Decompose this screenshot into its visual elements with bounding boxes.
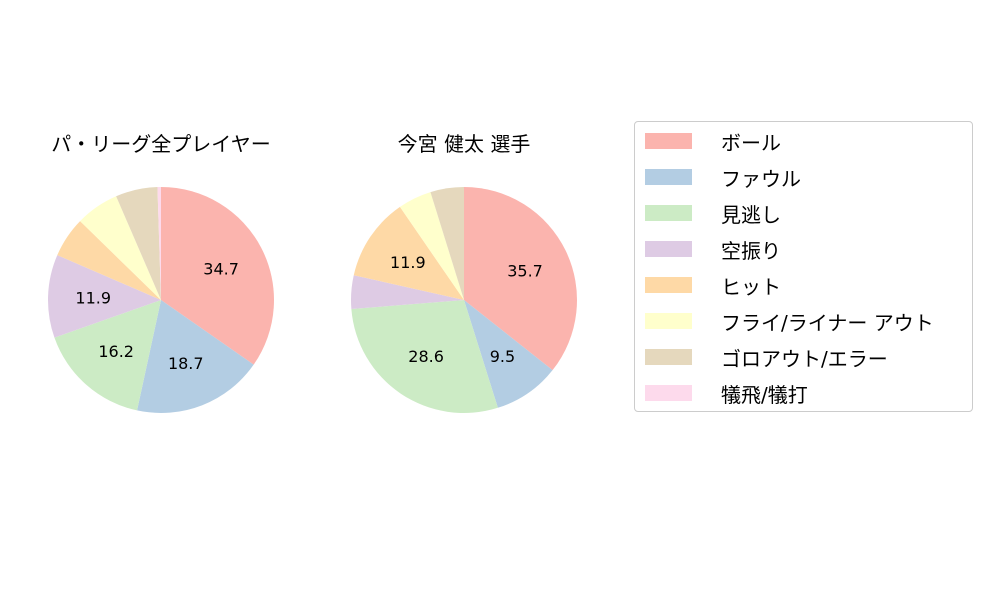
legend-swatch	[645, 241, 692, 257]
legend-item-foul: ファウル	[645, 167, 801, 191]
legend-item-sacrifice: 犠飛/犠打	[645, 383, 808, 407]
legend: ボール ファウル 見逃し 空振り ヒット フライ/ライナー アウト ゴロアウト/…	[634, 121, 973, 412]
legend-swatch	[645, 205, 692, 221]
slice-value-label: 35.7	[507, 261, 543, 280]
legend-swatch	[645, 349, 692, 365]
pie-chart-player: 35.7 9.5 28.6 11.9	[351, 187, 577, 413]
pie-slice	[57, 221, 161, 300]
pie-slice	[464, 187, 577, 371]
legend-label: フライ/ライナー アウト	[721, 310, 934, 335]
pie-slice	[351, 300, 498, 413]
pie-slice	[161, 187, 274, 365]
pie-slice	[116, 187, 161, 300]
legend-item-ground-out: ゴロアウト/エラー	[645, 347, 888, 371]
slice-value-label: 28.6	[408, 347, 444, 366]
pie-slice	[430, 187, 464, 300]
legend-swatch	[645, 169, 692, 185]
slice-value-label: 11.9	[390, 253, 426, 272]
legend-item-hit: ヒット	[645, 275, 781, 299]
legend-label: ファウル	[721, 166, 801, 191]
legend-item-fly-out: フライ/ライナー アウト	[645, 311, 934, 335]
slice-value-label: 16.2	[98, 342, 134, 361]
slice-value-label: 9.5	[490, 347, 515, 366]
legend-swatch	[645, 313, 692, 329]
slice-value-label: 34.7	[203, 260, 239, 279]
legend-label: 空振り	[721, 238, 781, 263]
legend-swatch	[645, 133, 692, 149]
legend-label: ボール	[721, 130, 781, 155]
pie-slice	[54, 300, 161, 411]
pie-slice	[137, 300, 254, 413]
pie-slice	[80, 196, 161, 300]
pie-slice	[399, 192, 464, 300]
legend-swatch	[645, 277, 692, 293]
legend-item-called-strike: 見逃し	[645, 203, 781, 227]
pie-slice	[464, 300, 553, 408]
pie-slice	[47, 255, 161, 338]
legend-label: ゴロアウト/エラー	[721, 346, 888, 371]
pie-slice	[353, 206, 464, 300]
pie-title-league: パ・リーグ全プレイヤー	[51, 132, 271, 156]
legend-item-ball: ボール	[645, 131, 781, 155]
legend-label: 犠飛/犠打	[721, 382, 808, 407]
slice-value-label: 11.9	[75, 289, 111, 308]
slice-value-label: 18.7	[168, 354, 204, 373]
pie-chart-league: 34.7 18.7 16.2 11.9	[47, 187, 274, 413]
pie-title-player: 今宮 健太 選手	[397, 132, 531, 156]
pie-slice	[157, 187, 161, 300]
legend-label: 見逃し	[721, 202, 781, 227]
legend-item-swinging-strike: 空振り	[645, 239, 781, 263]
pie-slice	[351, 275, 464, 310]
legend-label: ヒット	[721, 274, 781, 299]
legend-swatch	[645, 385, 692, 401]
